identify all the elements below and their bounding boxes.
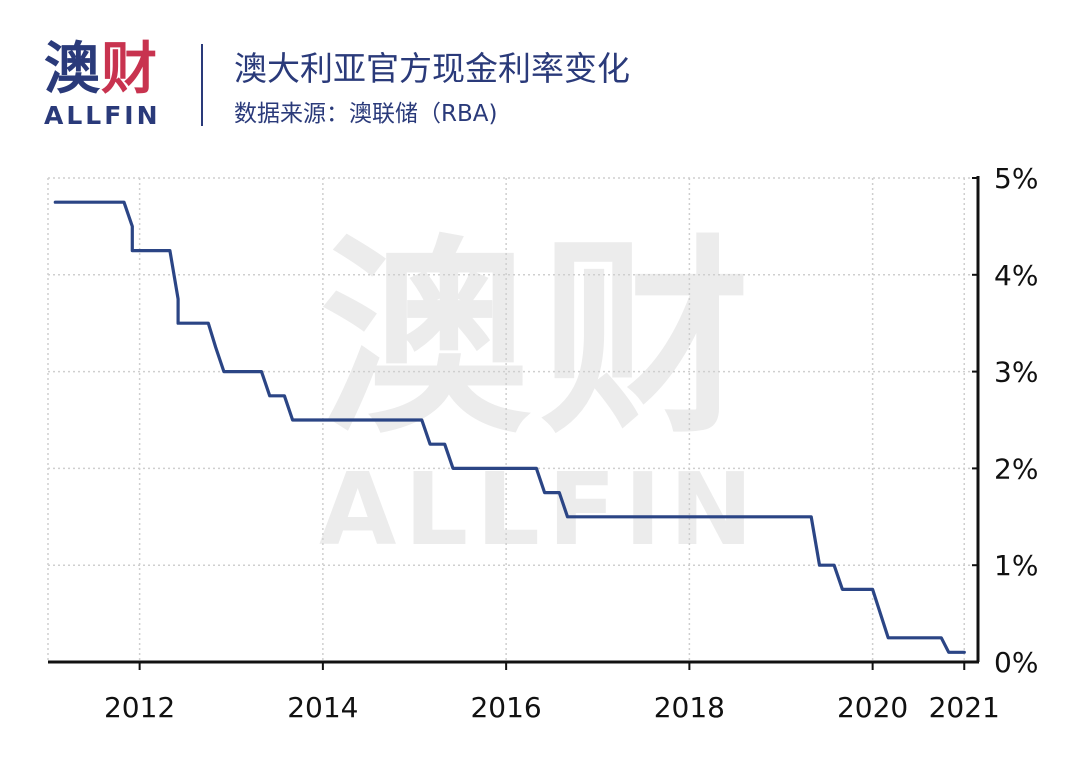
series-line-0 bbox=[53, 200, 966, 654]
x-tick-label-2012: 2012 bbox=[104, 691, 175, 724]
x-tick-label-2014: 2014 bbox=[287, 691, 358, 724]
y-tick-label-0%: 0% bbox=[994, 646, 1038, 679]
y-tick-label-3%: 3% bbox=[994, 356, 1038, 389]
tick-labels: 2012 2014 2016 2018 2020 2021 0% 1% 2% 3% 4% 5% bbox=[104, 162, 1038, 724]
x-tick-label-2016: 2016 bbox=[470, 691, 541, 724]
data-source: 数据来源：澳联储（RBA) bbox=[234, 101, 498, 127]
series-layer bbox=[53, 200, 966, 654]
header-divider bbox=[201, 44, 203, 126]
chart-title: 澳大利亚官方现金利率变化 bbox=[234, 49, 630, 88]
y-tick-label-5%: 5% bbox=[994, 162, 1038, 195]
grid-lines bbox=[47, 177, 978, 662]
axes bbox=[48, 176, 980, 670]
x-tick-label-2020: 2020 bbox=[837, 691, 908, 724]
logo-english: ALLFIN bbox=[44, 101, 161, 130]
y-tick-label-1%: 1% bbox=[994, 549, 1038, 582]
allfin-logo: 澳财 ALLFIN bbox=[44, 40, 160, 130]
x-tick-label-2018: 2018 bbox=[654, 691, 725, 724]
y-tick-label-4%: 4% bbox=[994, 259, 1038, 292]
logo-chinese: 澳财 bbox=[44, 37, 158, 102]
y-tick-label-2%: 2% bbox=[994, 452, 1038, 485]
x-tick-label-2021: 2021 bbox=[929, 691, 1000, 724]
